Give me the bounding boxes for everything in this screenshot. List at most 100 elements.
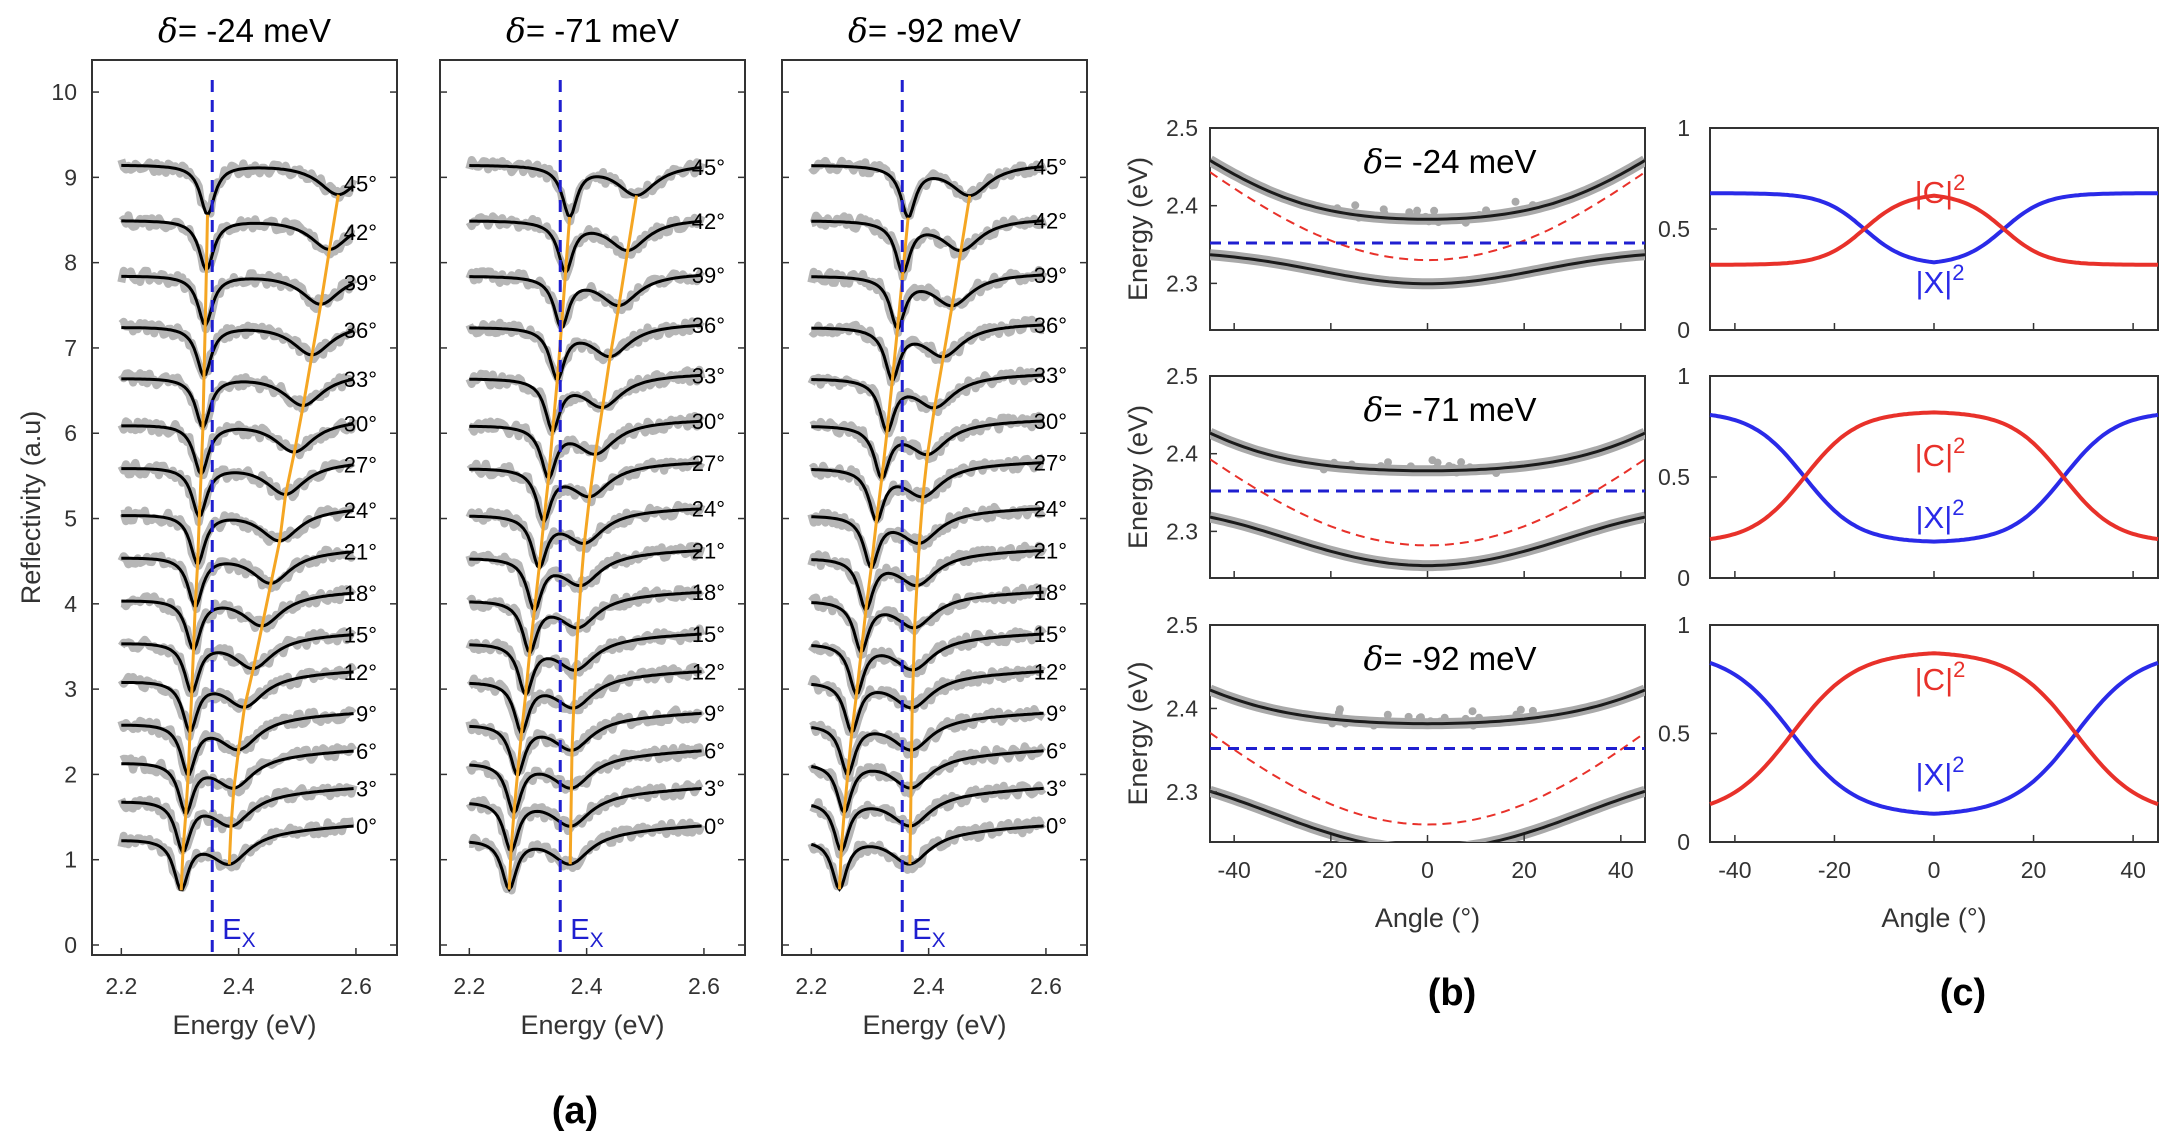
y-tick-label: 2.4 [1166,695,1198,721]
y-tick-label: 8 [64,250,77,276]
x-tick-label: 40 [2120,857,2146,883]
scatter-point [1492,469,1501,478]
scatter-point [1351,201,1360,210]
upper-polariton-fit [1210,431,1645,473]
exciton-label-main: E [912,914,931,946]
lower-polariton-fit [1210,789,1645,842]
panel-label-c: (c) [1940,972,1986,1014]
fit-curve [811,273,1044,331]
angle-label: 27° [344,453,377,478]
x-axis-label: Energy (eV) [862,1010,1006,1040]
scatter-point [1516,705,1525,714]
angle-label: 24° [692,497,725,522]
y-tick-label: 6 [64,420,77,446]
data-trace [465,212,706,282]
fit-curve [811,549,1044,612]
title-detuning: = -92 meV [868,12,1021,49]
dispersion-plot-2: 2.3 2.4 2.5 Energy (eV) δ= -71 meV [1123,363,1646,579]
angle-label: 45° [1034,155,1067,180]
y-axis-label: Energy (eV) [1123,405,1153,549]
cavity-mode [1210,731,1645,826]
label-name: |C| [1915,175,1954,210]
panel-title: δ= -92 meV [1363,639,1536,678]
y-tick-label: 2.4 [1166,193,1198,219]
fit-curve [121,749,354,815]
label-sup: 2 [1953,170,1965,195]
cavity-mode [1210,171,1645,262]
y-tick-label: 3 [64,676,77,702]
x-tick-label: 40 [1608,857,1634,883]
exciton-label-main: E [570,914,589,946]
photon-fraction-label: |C|2 [1915,170,1966,210]
angle-label: 45° [344,172,377,197]
data-trace [465,156,706,226]
y-tick-label: 0 [64,932,77,958]
label-sup: 2 [1953,433,1965,458]
y-tick-label: 2.4 [1166,441,1198,467]
lower-polariton-fit [1210,253,1645,286]
exciton-label: EX [912,914,945,952]
x-axis-label: Angle (°) [1881,903,1986,933]
fit-curve [469,323,702,381]
data-trace [117,545,357,613]
plot-frame [781,59,1088,956]
panel-title: δ= -71 meV [1363,390,1536,429]
panel-title: δ= -92 meV [848,11,1021,50]
scatter-point [1405,208,1414,217]
fit-curve [469,461,702,524]
angle-label: 15° [1034,622,1067,647]
delta-symbol: δ [1363,390,1383,429]
x-tick-label: 2.2 [453,973,485,999]
y-tick-label: 1 [64,847,77,873]
exciton-fraction-label: |X|2 [1915,495,1964,535]
angle-label: 15° [344,622,377,647]
scatter-point [1457,458,1466,467]
scatter-point [1430,206,1439,215]
exciton-fraction-curve [1709,191,2159,265]
scatter-point [1406,462,1415,471]
fit-curve [121,219,355,272]
panel-c: 00.51|C|2|X|200.51|C|2|X|200.51-40 -20 0 20… [1658,115,2159,933]
angle-label: 6° [1046,739,1067,764]
panel-label-a: (a) [552,1090,598,1132]
fit-curve [811,632,1044,697]
x-tick-label: 2.2 [795,973,827,999]
hopfield-plot-2: 00.51|C|2|X|2 [1658,363,2159,591]
fit-curve [810,824,1044,892]
plot-frame [91,59,398,956]
x-tick-label: -40 [1218,857,1251,883]
angle-label: 33° [692,363,725,388]
spectra-plot-3: 2.2 2.4 2.6 Energy (eV) δ= -92 meV 0° 3° 6° 9° 12… [781,11,1088,1040]
plot-frame [439,59,746,956]
angle-label: 0° [356,814,377,839]
scatter-point [1404,712,1413,721]
fit-curve [469,749,702,816]
spectra-plot-1: 2.2 2.4 2.6 Energy (eV) 0 1 2 3 4 5 6 7 8 9 10 Reflecti… [16,11,398,1040]
y-tick-label: 0 [1677,829,1690,855]
y-tick-label: 5 [64,506,77,532]
fit-curve [811,507,1044,569]
fit-curve [469,632,702,698]
upper-polariton-fit [1210,688,1645,726]
plot-area [1210,684,1645,842]
fit-curve [811,323,1044,382]
upper-polariton-fit [1210,159,1645,221]
angle-label: 42° [344,220,377,245]
fit-curve [469,711,702,777]
fit-curve [121,550,354,608]
angle-label: 45° [692,155,725,180]
fit-curve [469,670,702,735]
upper-polariton-trace [227,194,340,865]
title-detuning: = -24 meV [1383,143,1536,180]
y-tick-label: 0.5 [1658,216,1690,242]
plot-area [1210,428,1645,572]
title-detuning: = -24 meV [178,12,331,49]
angle-label: 6° [704,739,725,764]
delta-symbol: δ [848,11,868,50]
x-tick-label: 2.4 [913,973,945,999]
angle-label: 21° [692,538,725,563]
y-tick-label: 0 [1677,317,1690,343]
fit-curve [811,461,1044,524]
angle-label: 12° [692,659,725,684]
exciton-label-sub: X [242,929,256,952]
